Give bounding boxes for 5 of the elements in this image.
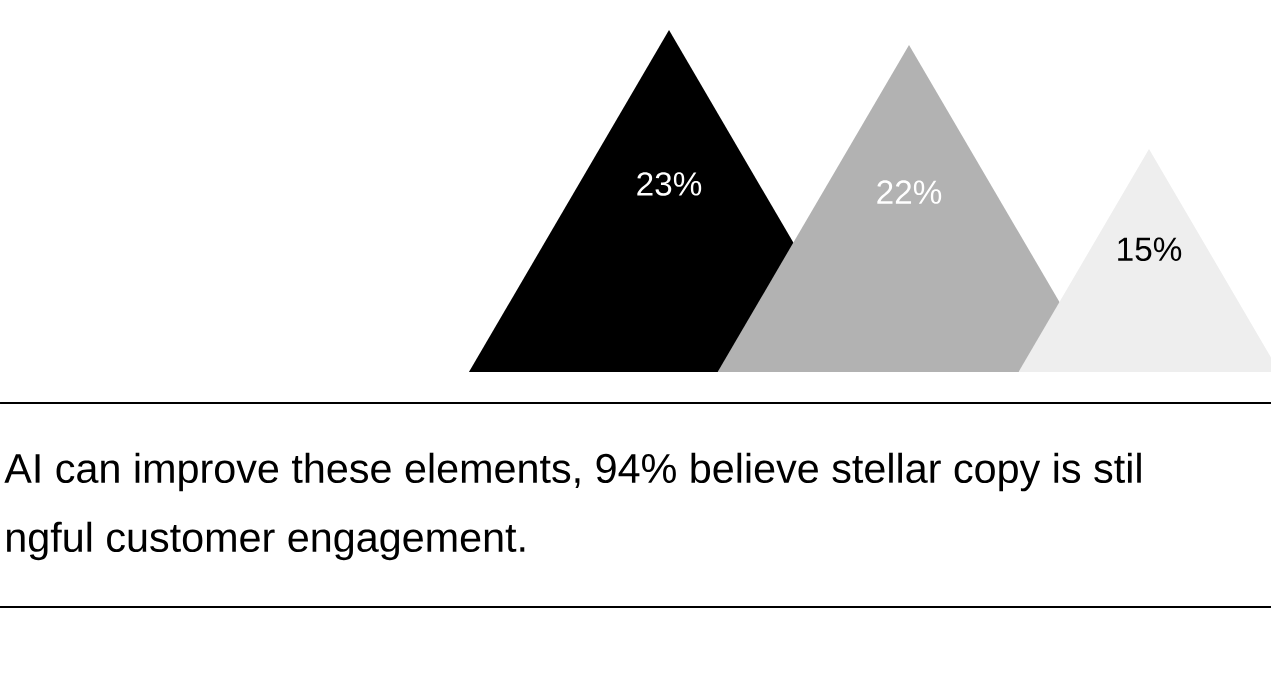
data-label: 15% <box>1118 237 1182 262</box>
data-label: 22% <box>877 180 942 204</box>
text: AI can improve these elements, 94% believe stellar copy is stil <box>4 452 1141 492</box>
text: ngful customer engagement. <box>7 521 525 561</box>
data-label: 23% <box>637 172 702 196</box>
